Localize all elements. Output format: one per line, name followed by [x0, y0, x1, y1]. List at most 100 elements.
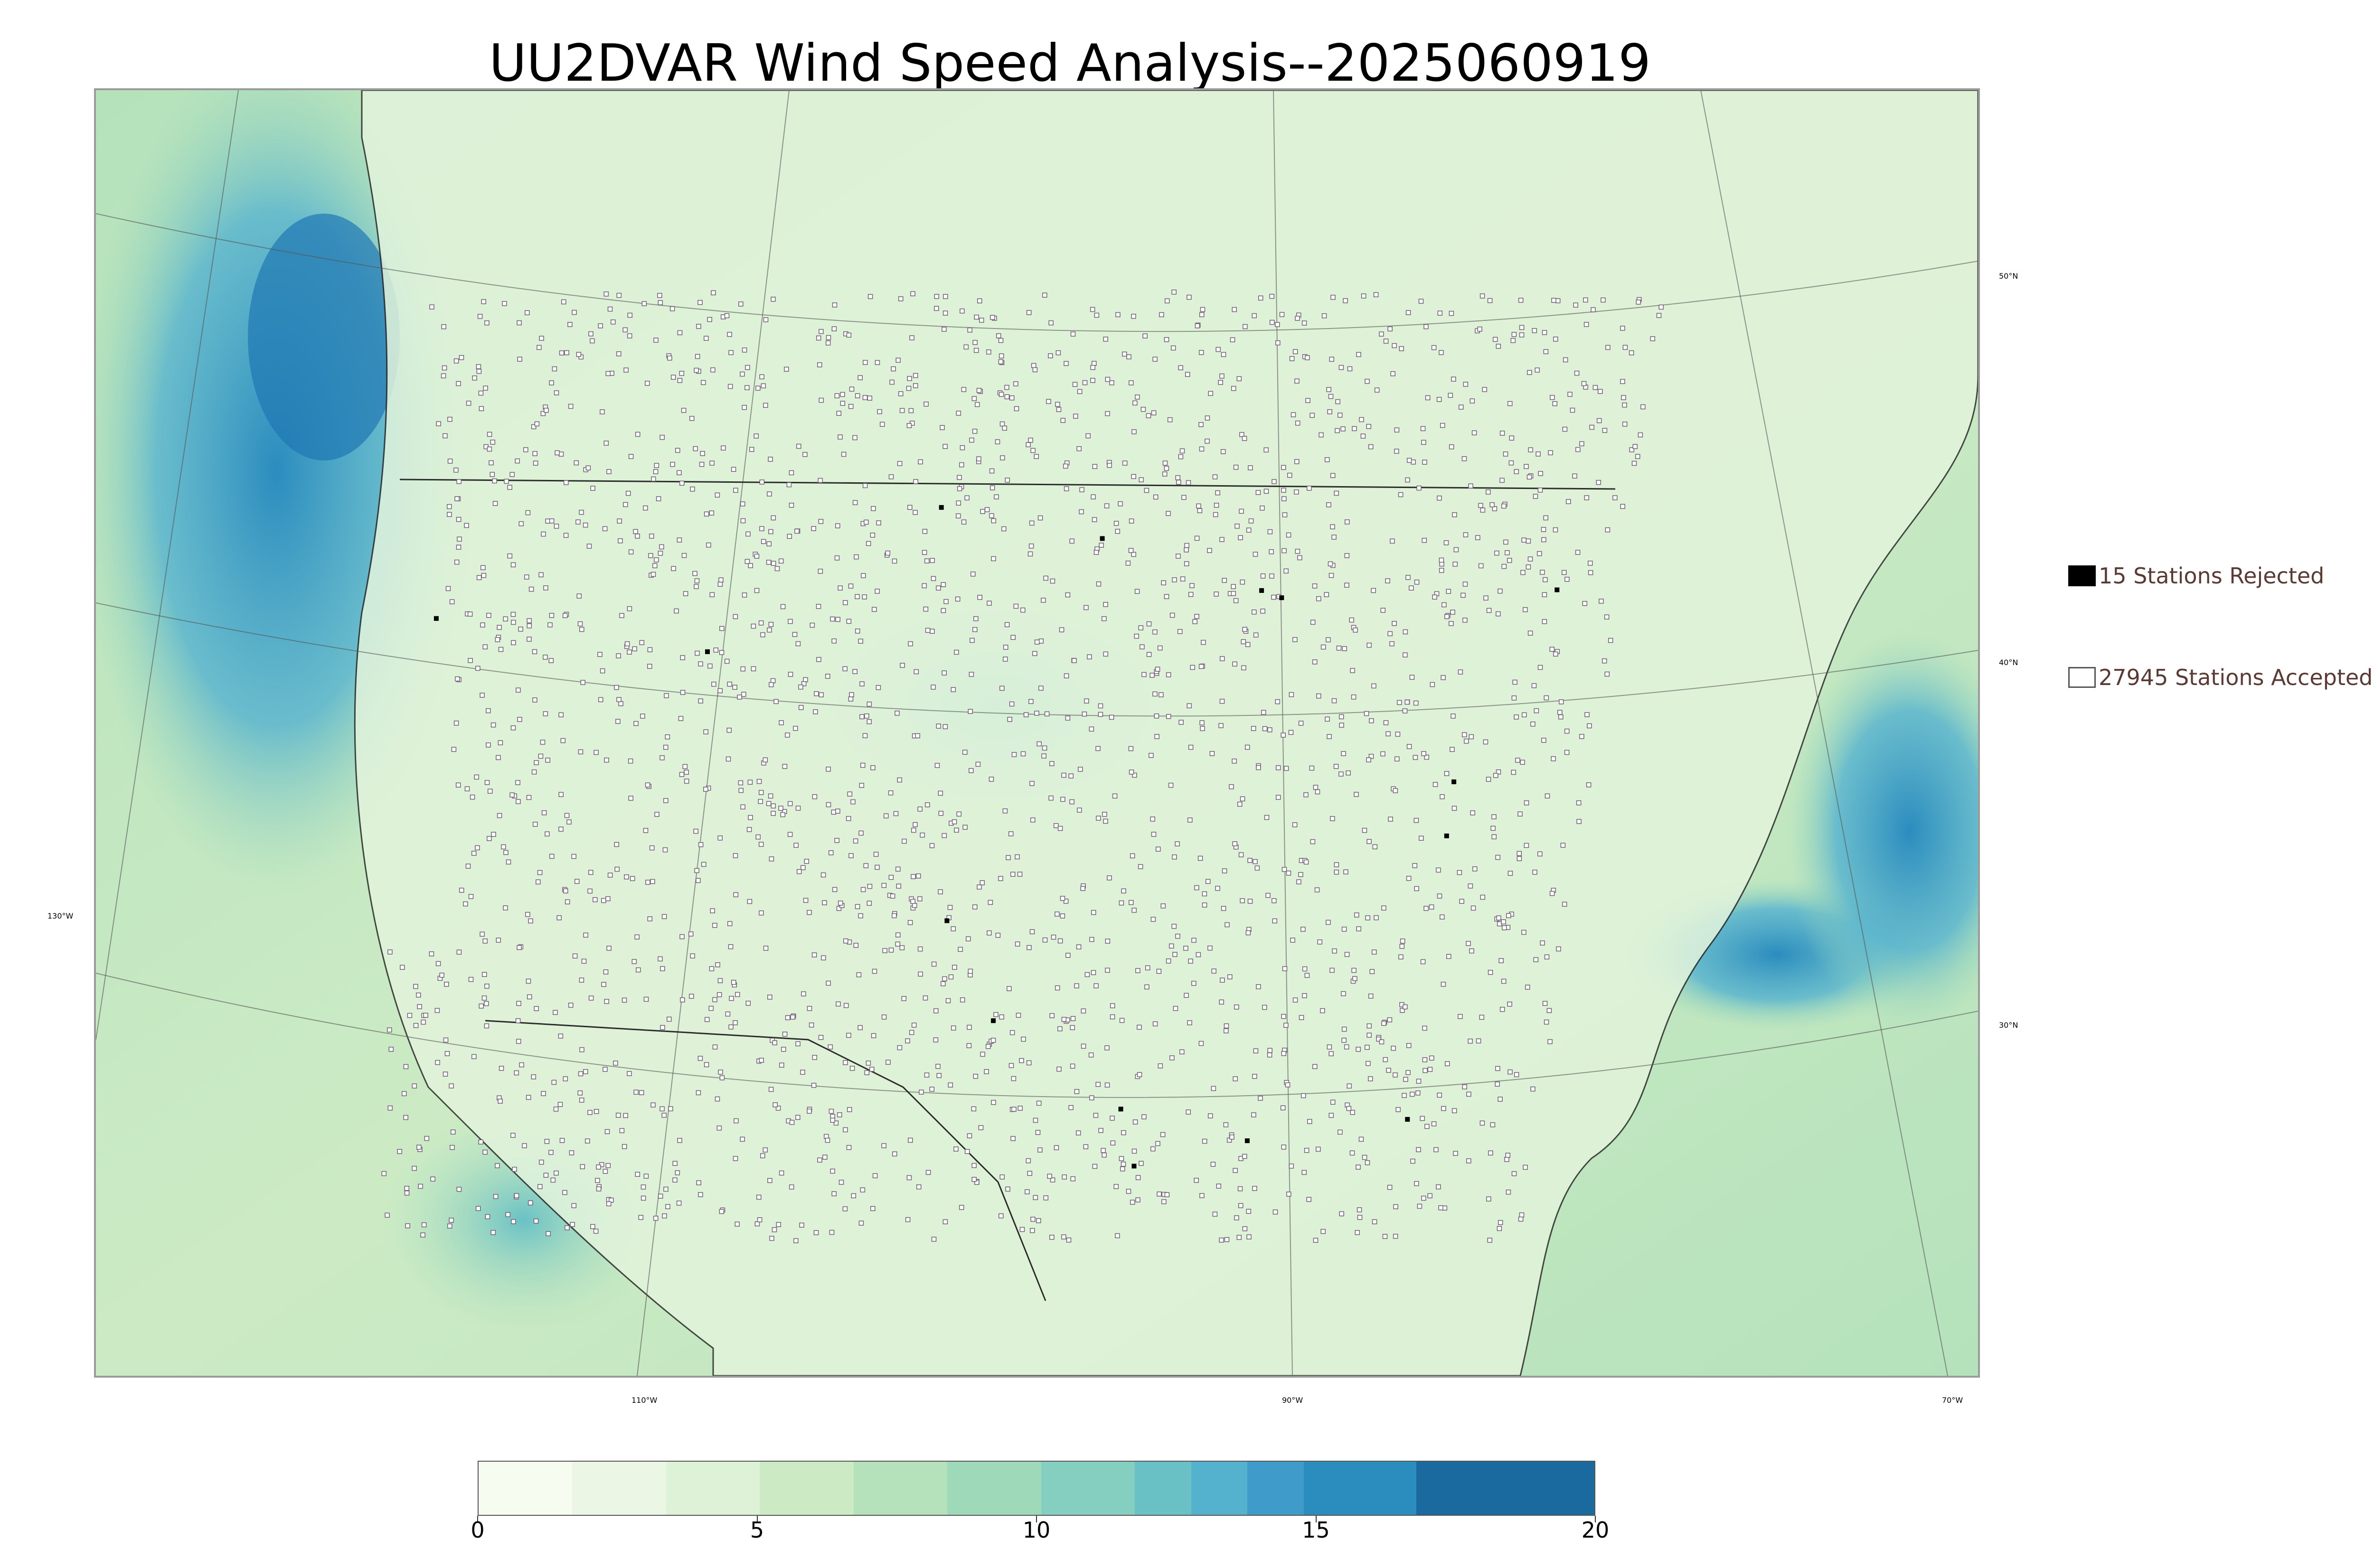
- station-accepted-marker: [603, 291, 609, 297]
- station-accepted-marker: [775, 1106, 781, 1111]
- station-accepted-marker: [738, 788, 744, 793]
- station-accepted-marker: [1286, 870, 1291, 876]
- station-accepted-marker: [653, 469, 659, 474]
- station-accepted-marker: [1416, 1147, 1421, 1153]
- station-accepted-marker: [1451, 376, 1456, 382]
- station-accepted-marker: [1219, 698, 1225, 704]
- station-accepted-marker: [1409, 675, 1415, 680]
- station-accepted-marker: [1433, 1147, 1439, 1153]
- station-accepted-marker: [467, 611, 473, 617]
- station-accepted-marker: [1038, 638, 1044, 644]
- station-accepted-marker: [1028, 699, 1034, 704]
- station-accepted-marker: [771, 297, 776, 302]
- station-accepted-marker: [665, 1204, 670, 1210]
- station-accepted-marker: [767, 995, 772, 1000]
- station-accepted-marker: [813, 1230, 819, 1235]
- station-accepted-marker: [624, 641, 630, 647]
- station-accepted-marker: [759, 479, 765, 485]
- station-accepted-marker: [828, 1044, 833, 1050]
- station-accepted-marker: [836, 1001, 841, 1007]
- station-accepted-marker: [867, 719, 872, 724]
- station-accepted-marker: [838, 1180, 844, 1185]
- station-accepted-marker: [1178, 454, 1184, 460]
- station-accepted-marker: [1329, 967, 1335, 973]
- station-accepted-marker: [1480, 507, 1486, 513]
- station-accepted-marker: [1113, 1184, 1119, 1189]
- station-accepted-marker: [597, 652, 603, 657]
- station-accepted-marker: [552, 366, 557, 372]
- station-accepted-marker: [1366, 423, 1372, 429]
- station-accepted-marker: [1103, 651, 1109, 657]
- station-accepted-marker: [841, 451, 847, 457]
- station-accepted-marker: [862, 594, 867, 600]
- station-accepted-marker: [1307, 486, 1312, 491]
- legend-accepted: 27945 Stations Accepted: [2068, 665, 2373, 690]
- station-accepted-marker: [890, 893, 895, 899]
- station-accepted-marker: [1492, 506, 1498, 511]
- station-accepted-marker: [1458, 669, 1463, 675]
- station-accepted-marker: [934, 294, 940, 299]
- station-accepted-marker: [1416, 485, 1422, 491]
- station-accepted-marker: [741, 692, 746, 697]
- station-accepted-marker: [804, 859, 810, 864]
- station-accepted-marker: [444, 1051, 450, 1056]
- station-accepted-marker: [851, 1193, 857, 1199]
- station-accepted-marker: [1339, 1211, 1344, 1217]
- station-accepted-marker: [694, 578, 700, 583]
- station-accepted-marker: [1315, 789, 1320, 795]
- station-accepted-marker: [888, 874, 894, 880]
- station-accepted-marker: [1589, 424, 1594, 430]
- station-accepted-marker: [1224, 1237, 1230, 1242]
- station-accepted-marker: [1527, 370, 1532, 375]
- station-accepted-marker: [1402, 708, 1408, 714]
- station-accepted-marker: [1374, 915, 1379, 920]
- station-accepted-marker: [700, 451, 705, 456]
- station-accepted-marker: [969, 672, 974, 677]
- station-accepted-marker: [1152, 691, 1158, 697]
- station-accepted-marker: [654, 557, 659, 563]
- station-accepted-marker: [793, 1238, 799, 1243]
- station-accepted-marker: [1583, 297, 1588, 303]
- station-accepted-marker: [785, 732, 790, 738]
- wind-speed-map[interactable]: [94, 88, 1980, 1378]
- station-accepted-marker: [484, 1023, 490, 1029]
- station-accepted-marker: [1328, 394, 1334, 399]
- station-accepted-marker: [1354, 912, 1359, 918]
- station-accepted-marker: [697, 300, 703, 305]
- station-accepted-marker: [1088, 1052, 1094, 1058]
- station-accepted-marker: [1202, 902, 1207, 908]
- station-accepted-marker: [630, 876, 635, 881]
- station-accepted-marker: [990, 1038, 996, 1043]
- station-accepted-marker: [1240, 796, 1245, 802]
- station-accepted-marker: [977, 595, 982, 600]
- station-accepted-marker: [1187, 1020, 1192, 1025]
- station-accepted-marker: [1437, 310, 1443, 316]
- station-accepted-marker: [1387, 631, 1393, 637]
- station-accepted-marker: [774, 566, 780, 572]
- station-accepted-marker: [1431, 345, 1437, 350]
- station-accepted-marker: [662, 847, 668, 853]
- station-accepted-marker: [1300, 927, 1306, 932]
- station-accepted-marker: [1130, 1200, 1135, 1205]
- station-accepted-marker: [934, 306, 939, 311]
- colorbar-tick-mark: [1036, 1516, 1037, 1522]
- station-accepted-marker: [913, 383, 918, 388]
- station-accepted-marker: [627, 649, 632, 655]
- station-accepted-marker: [1524, 843, 1529, 848]
- station-accepted-marker: [1511, 1171, 1517, 1176]
- station-accepted-marker: [1009, 1030, 1015, 1035]
- station-accepted-marker: [487, 789, 493, 794]
- station-accepted-marker: [1109, 380, 1114, 385]
- station-accepted-marker: [1272, 1209, 1278, 1215]
- station-accepted-marker: [1366, 1023, 1372, 1029]
- station-accepted-marker: [648, 553, 653, 558]
- station-accepted-marker: [724, 313, 730, 319]
- station-accepted-marker: [759, 526, 764, 531]
- station-accepted-marker: [1164, 1192, 1170, 1197]
- station-accepted-marker: [1034, 711, 1039, 716]
- station-accepted-marker: [803, 898, 809, 903]
- station-accepted-marker: [1521, 930, 1526, 935]
- station-accepted-marker: [1234, 1005, 1239, 1010]
- lon-label-110w: 110°W: [631, 1396, 658, 1405]
- station-accepted-marker: [908, 1137, 913, 1143]
